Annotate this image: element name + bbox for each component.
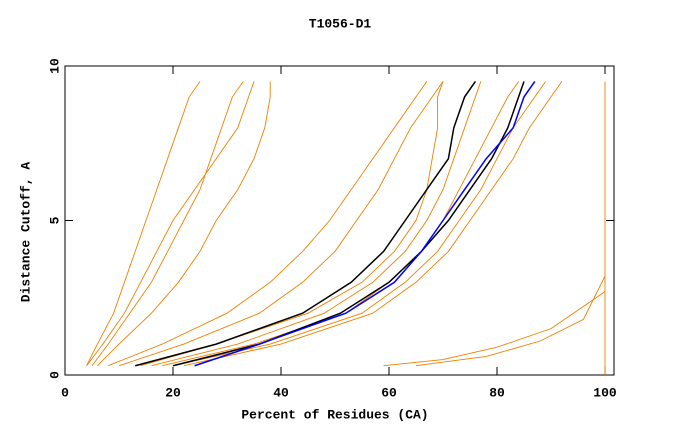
data-line	[91, 81, 244, 366]
x-tick-label: 0	[61, 385, 69, 400]
data-line	[172, 81, 525, 367]
data-line	[383, 291, 606, 367]
y-tick-label: 0	[47, 371, 62, 379]
x-axis-label: Percent of Residues (CA)	[241, 407, 428, 422]
y-tick-label: 5	[47, 216, 62, 224]
data-line	[118, 81, 444, 367]
chart-title: T1056-D1	[309, 16, 372, 31]
data-line	[183, 81, 563, 367]
data-line	[151, 81, 482, 367]
x-tick-label: 80	[489, 385, 505, 400]
data-line	[86, 81, 201, 366]
data-line	[108, 81, 428, 367]
x-tick-label: 60	[381, 385, 397, 400]
data-line	[97, 81, 271, 367]
x-tick-label: 20	[165, 385, 181, 400]
data-line	[86, 81, 255, 366]
data-line	[162, 81, 519, 367]
data-line	[140, 81, 444, 367]
x-tick-label: 40	[273, 385, 289, 400]
y-axis-label: Distance Cutoff, A	[18, 162, 33, 303]
data-line	[172, 81, 546, 367]
y-tick-label: 10	[47, 58, 62, 74]
x-tick-label: 100	[593, 385, 617, 400]
data-line	[415, 275, 606, 367]
data-line	[194, 81, 536, 367]
plot-frame	[64, 65, 615, 376]
data-line	[135, 81, 477, 367]
